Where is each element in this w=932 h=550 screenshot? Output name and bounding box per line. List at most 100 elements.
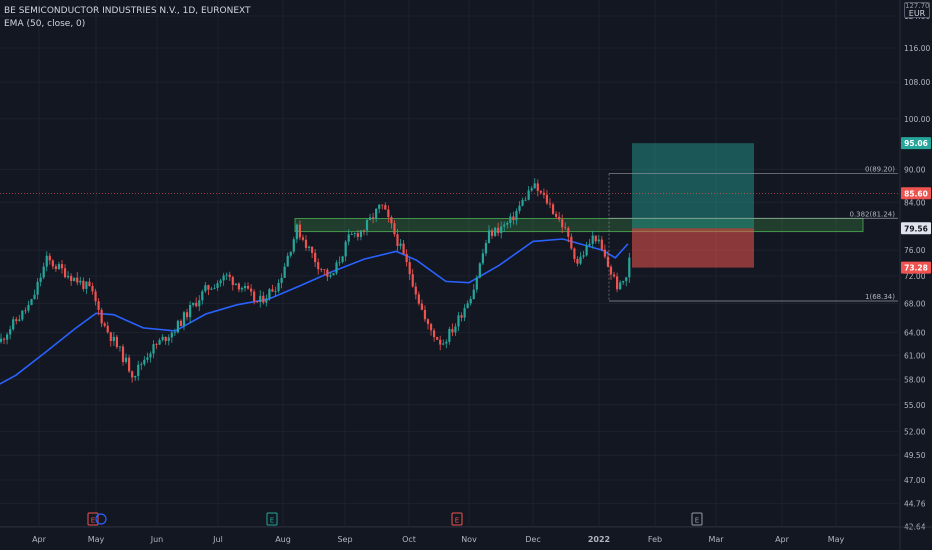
candle-body [262,295,265,303]
price-marker[interactable] [901,222,931,235]
candle-body [408,262,411,275]
candle-body [524,199,527,201]
candle-body [42,266,45,278]
currency-text: EUR [908,9,926,18]
time-tick-label: Oct [402,535,416,544]
candle-body [48,255,51,261]
earnings-icon[interactable] [266,512,278,526]
candle-body [612,274,616,277]
candle-body [189,305,192,318]
candle-body [128,357,131,372]
candle-body [365,219,369,231]
candle-body [295,224,298,240]
price-marker[interactable] [901,137,931,150]
candle-body [347,234,350,242]
candle-body [27,304,30,311]
candle-body [94,291,97,302]
candle-body [567,228,570,237]
target-zone[interactable] [632,143,754,229]
fib-level-label: 0.382(81.24) [849,210,895,218]
stop-zone[interactable] [632,228,754,268]
candle-body [362,230,366,232]
candle-body [469,298,472,304]
candle-body [231,277,234,285]
candle-body [576,258,579,264]
symbol-title[interactable]: BE SEMICONDUCTOR INDUSTRIES N.V., 1D, EU… [4,6,251,16]
indicator-legend[interactable]: EMA (50, close, 0) [4,19,86,29]
earnings-icon[interactable] [87,512,99,526]
support-zone[interactable] [294,218,864,233]
time-tick-label: May [88,535,105,544]
candle-body [323,269,326,271]
time-tick-label: May [828,535,845,544]
candle-body [338,261,341,263]
candle-body [372,217,375,219]
price-tick-label: 52.00 [904,428,926,437]
candle-body [616,276,619,290]
earnings-icon[interactable] [691,512,703,526]
candle-body [97,301,100,310]
candle-body [414,286,417,295]
candle-body [402,243,405,254]
price-tick-label: 61.00 [904,351,926,360]
candle-body [155,344,158,345]
time-axis[interactable]: Apr May Jun Jul Aug Sep Oct Nov Dec 2022 Feb Mar Apr… [0,526,932,544]
candle-body [134,376,137,378]
candle-body [487,230,491,244]
ema-line[interactable] [0,238,629,395]
candle-body [588,243,591,246]
candle-body [39,277,42,282]
candle-body [170,332,173,338]
candle-body [359,230,362,237]
fib-level-label: 1(68.34) [865,293,895,301]
candle-body [591,235,594,244]
candle-body [298,224,301,238]
price-axis[interactable]: 124.00116.00108.00100.0090.0084.0076.007… [899,0,932,550]
candle-body [481,253,484,264]
currency-label[interactable]: 127.70 EUR [904,2,930,18]
candle-body [332,273,335,276]
candle-body [45,255,48,267]
candle-body [484,243,488,254]
candle-body [454,326,457,333]
candle-body [396,234,399,246]
price-tick-label: 55.00 [904,401,926,410]
candle-body [182,312,186,326]
candle-body [12,319,15,330]
candle-body [497,227,500,234]
candle-body [436,337,439,340]
candle-body [60,264,64,269]
candle-body [448,329,451,342]
price-marker[interactable] [901,261,931,274]
candle-body [85,281,88,289]
dividend-icon[interactable] [95,513,107,525]
price-tick-label: 72.00 [904,272,926,281]
candle-body [124,357,128,362]
candle-body [2,338,6,340]
candle-body [335,262,338,274]
price-marker-label: 73.28 [904,264,928,273]
earnings-icon-label: E [91,517,95,525]
price-marker[interactable] [901,187,931,200]
candle-body [301,237,305,240]
candle-body [131,371,134,378]
candle-body [158,340,161,345]
candle-body [442,343,445,345]
candle-body [622,280,625,283]
candle-body [411,274,414,287]
candle-body [140,364,143,366]
fib-layer: 0(89.20) 0.382(81.24) 1(68.34) [608,166,898,302]
candle-body [149,353,152,358]
candle-body [79,280,82,283]
candle-body [564,227,567,229]
candle-body [606,256,610,267]
candle-body [533,183,536,189]
candle-body [594,235,597,242]
earnings-icon[interactable] [451,512,463,526]
price-tick-label: 49.50 [904,451,926,460]
candle-body [103,323,106,326]
candle-body [311,246,314,253]
candle-body [478,263,481,278]
